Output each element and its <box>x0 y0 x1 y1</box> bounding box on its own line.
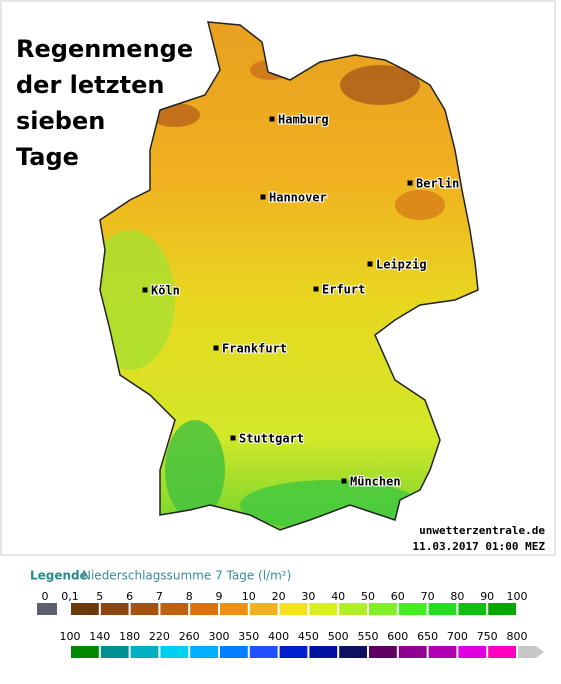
legend-label: 800 <box>507 630 528 643</box>
legend-label: 550 <box>358 630 379 643</box>
legend-label: 30 <box>301 590 315 603</box>
legend-swatch <box>220 646 248 658</box>
city-label: Hannover <box>269 191 327 205</box>
legend-label: 8 <box>186 590 193 603</box>
timestamp: 11.03.2017 01:00 MEZ <box>413 540 546 553</box>
legend-label: 300 <box>209 630 230 643</box>
legend-label: 90 <box>480 590 494 603</box>
legend-label: 60 <box>391 590 405 603</box>
legend-swatch <box>369 603 397 615</box>
city-label: Köln <box>151 284 180 298</box>
legend-label: 100 <box>507 590 528 603</box>
legend-label: 600 <box>387 630 408 643</box>
city-dot <box>213 345 219 351</box>
city-dot <box>142 287 148 293</box>
legend-swatch <box>488 603 516 615</box>
city-label: Frankfurt <box>222 342 287 356</box>
legend-label: 750 <box>477 630 498 643</box>
legend-label: 450 <box>298 630 319 643</box>
legend-label: 500 <box>328 630 349 643</box>
cities: Hamburg Berlin Hannover Leipzig Köln Erfurt Fr… <box>142 112 460 490</box>
city-label: Leipzig <box>376 258 427 272</box>
legend-swatch <box>37 603 57 615</box>
legend-label: 9 <box>216 590 223 603</box>
legend-label: 7 <box>156 590 163 603</box>
source: unwetterzentrale.de <box>419 524 545 537</box>
legend-swatch <box>428 603 457 615</box>
legend-label: 50 <box>361 590 375 603</box>
legend-label: 140 <box>89 630 110 643</box>
legend-swatch <box>279 646 308 658</box>
legend-label: 70 <box>421 590 435 603</box>
title-line: Tage <box>16 143 79 171</box>
city-label: Hamburg <box>278 113 329 127</box>
legend-title: Legende <box>30 569 88 583</box>
legend-label: 20 <box>272 590 286 603</box>
legend-swatch <box>249 646 278 658</box>
city-dot <box>230 435 236 441</box>
legend-swatch <box>428 646 457 658</box>
legend-label: 40 <box>331 590 345 603</box>
legend-swatch <box>100 603 129 615</box>
legend-swatch <box>279 603 308 615</box>
city-dot <box>341 478 347 484</box>
legend-label: 350 <box>238 630 259 643</box>
title-line: der letzten <box>16 71 164 99</box>
legend-overflow <box>518 646 544 658</box>
legend-swatch <box>130 603 159 615</box>
legend-swatch <box>100 646 129 658</box>
city-dot <box>269 116 275 122</box>
city-dot <box>260 194 266 200</box>
legend-swatch <box>458 603 487 615</box>
city-label: München <box>350 475 401 489</box>
legend-swatch <box>398 603 427 615</box>
legend-swatch <box>220 603 248 615</box>
legend-swatch <box>339 646 367 658</box>
legend-swatch <box>160 646 189 658</box>
legend-label: 700 <box>447 630 468 643</box>
legend-swatch <box>130 646 159 658</box>
legend-label: 6 <box>126 590 133 603</box>
legend-label: 5 <box>96 590 103 603</box>
city-dot <box>407 180 413 186</box>
legend-label: 10 <box>242 590 256 603</box>
city-dot <box>367 261 373 267</box>
legend-swatch <box>488 646 516 658</box>
legend-swatch <box>309 603 338 615</box>
legend: 0,1 5 6 7 8 9 10 20 30 40 50 60 70 80 90 100 100 140 180 22… <box>37 590 544 658</box>
legend-label: 650 <box>417 630 438 643</box>
title-line: Regenmenge <box>16 35 193 63</box>
legend-subtitle: Niederschlagssumme 7 Tage (l/m²) <box>82 569 291 583</box>
title-line: sieben <box>16 107 105 135</box>
legend-swatch <box>71 646 99 658</box>
legend-swatch <box>249 603 278 615</box>
city-label: Stuttgart <box>239 432 304 446</box>
legend-swatch <box>190 646 218 658</box>
legend-label: 0,1 <box>61 590 79 603</box>
legend-label: 260 <box>179 630 200 643</box>
legend-label: 400 <box>268 630 289 643</box>
legend-label: 220 <box>149 630 170 643</box>
legend-label: 80 <box>450 590 464 603</box>
city-label: Erfurt <box>322 283 365 297</box>
legend-swatch <box>160 603 189 615</box>
legend-swatch <box>71 603 99 615</box>
city-dot <box>313 286 319 292</box>
legend-label: 100 <box>60 630 81 643</box>
legend-label: 180 <box>119 630 140 643</box>
legend-swatch <box>369 646 397 658</box>
legend-swatch <box>190 603 218 615</box>
legend-label: 0 <box>42 590 49 603</box>
legend-swatch <box>398 646 427 658</box>
legend-swatch <box>458 646 487 658</box>
title: Regenmenge der letzten sieben Tage <box>16 35 193 171</box>
city-label: Berlin <box>416 177 459 191</box>
legend-swatch <box>339 603 367 615</box>
legend-swatch <box>309 646 338 658</box>
